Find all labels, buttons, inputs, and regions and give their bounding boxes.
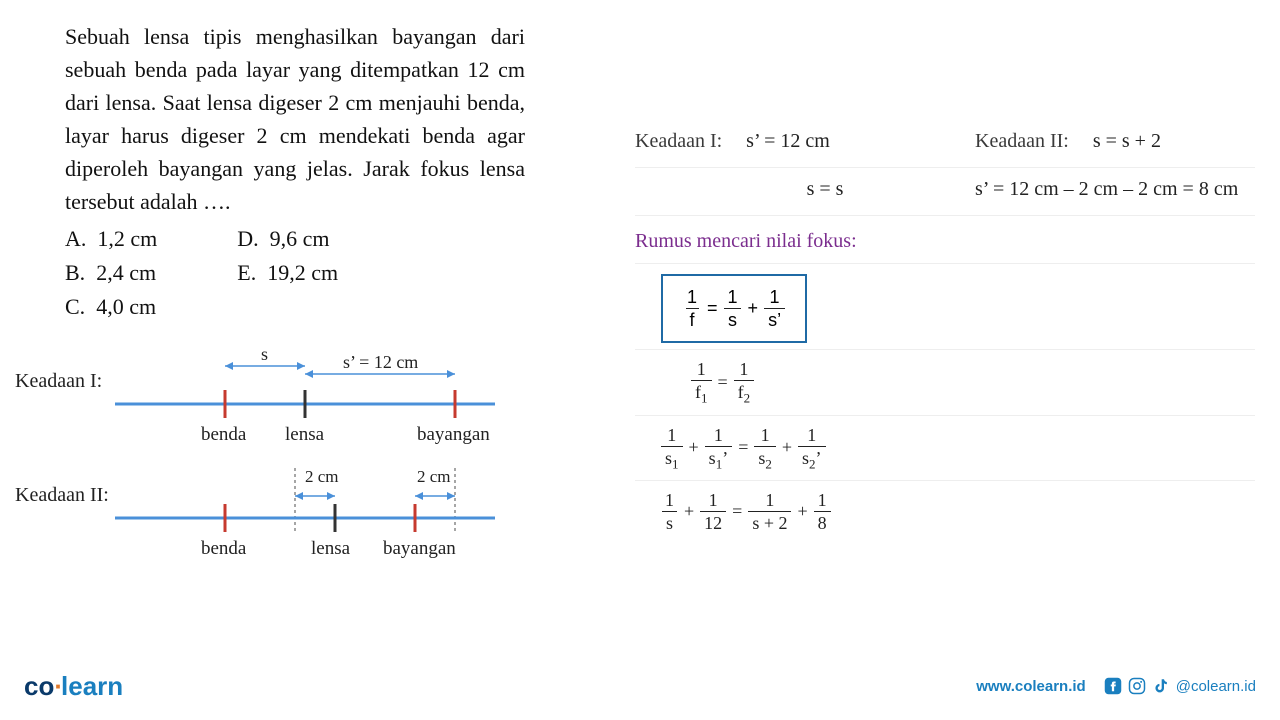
frac-1f: 1 f: [683, 288, 701, 329]
formula-box: 1 f = 1 s + 1 s’: [661, 274, 807, 343]
eq2-f1: 1 f1: [691, 360, 712, 405]
choice-a-value: 1,2 cm: [97, 226, 157, 251]
state-1-label: Keadaan I:: [15, 346, 115, 393]
row1-eq2: s = s + 2: [1093, 130, 1161, 153]
row1-eq1: s’ = 12 cm: [746, 130, 830, 153]
state-2-row: Keadaan II: 2 cm 2 cm: [65, 460, 595, 560]
choice-d: D. 9,6 cm: [237, 222, 338, 256]
eq2-f2: 1 f2: [734, 360, 755, 405]
social-handle: @colearn.id: [1176, 678, 1256, 695]
formula-row: 1 f = 1 s + 1 s’: [635, 264, 1255, 350]
row2-eq1: s = s: [807, 178, 844, 200]
answer-choices: A. 1,2 cm B. 2,4 cm C. 4,0 cm D. 9,6 cm …: [65, 222, 595, 324]
instagram-icon: [1128, 677, 1146, 695]
state-1-row: Keadaan I: s s’ = 12 cm: [65, 346, 595, 446]
solution-row-1: Keadaan I: s’ = 12 cm Keadaan II: s = s …: [635, 120, 1255, 168]
diagram2-bayangan: bayangan: [383, 538, 456, 559]
diagram-2: 2 cm 2 cm benda lensa bayangan: [115, 460, 515, 560]
diagram2-shift1: 2 cm: [305, 467, 339, 486]
problem-text: Sebuah lensa tipis menghasilkan bayang­a…: [65, 20, 525, 218]
op-eq: =: [707, 298, 718, 319]
state-2-label: Keadaan II:: [15, 460, 115, 507]
footer-right: www.colearn.id @colearn.id: [976, 677, 1256, 695]
choice-e: E. 19,2 cm: [237, 256, 338, 290]
choice-e-value: 19,2 cm: [267, 260, 338, 285]
page: Sebuah lensa tipis menghasilkan bayang­a…: [0, 0, 1280, 660]
row2-eq2: s’ = 12 cm – 2 cm – 2 cm = 8 cm: [975, 178, 1238, 200]
site-url: www.colearn.id: [976, 678, 1085, 695]
diagram2-shift2: 2 cm: [417, 467, 451, 486]
choice-c-value: 4,0 cm: [96, 294, 156, 319]
diagram2-lensa: lensa: [311, 538, 351, 559]
choice-b: B. 2,4 cm: [65, 256, 157, 290]
row1-label1: Keadaan I:: [635, 130, 722, 153]
frac-1sp: 1 s’: [764, 288, 785, 329]
choices-col-2: D. 9,6 cm E. 19,2 cm: [237, 222, 338, 324]
focus-formula-label: Rumus mencari nilai fokus:: [635, 216, 1255, 264]
left-column: Sebuah lensa tipis menghasilkan bayang­a…: [15, 20, 615, 660]
frac-1s: 1 s: [724, 288, 742, 329]
equation-4: 1 s + 1 12 = 1 s + 2 + 1 8: [635, 481, 1255, 542]
diagram-area: Keadaan I: s s’ = 12 cm: [65, 346, 595, 560]
op-plus: +: [748, 298, 759, 319]
diagram2-benda: benda: [201, 538, 247, 559]
choice-d-value: 9,6 cm: [270, 226, 330, 251]
diagram-1: s s’ = 12 cm benda lensa bayangan: [115, 346, 515, 446]
brand-logo: co·learn: [24, 671, 123, 702]
socials: @colearn.id: [1104, 677, 1256, 695]
choice-a: A. 1,2 cm: [65, 222, 157, 256]
choice-b-value: 2,4 cm: [96, 260, 156, 285]
brand-learn: learn: [61, 671, 123, 701]
row1-label2: Keadaan II:: [975, 130, 1069, 153]
diagram1-sprime-label: s’ = 12 cm: [343, 352, 418, 372]
facebook-icon: [1104, 677, 1122, 695]
footer: co·learn www.colearn.id @colearn.id: [0, 666, 1280, 706]
choice-c: C. 4,0 cm: [65, 290, 157, 324]
tiktok-icon: [1152, 677, 1170, 695]
equation-2: 1 f1 = 1 f2: [635, 350, 1255, 416]
diagram1-benda: benda: [201, 424, 247, 445]
diagram1-bayangan: bayangan: [417, 424, 490, 445]
brand-co: co: [24, 671, 54, 701]
choices-col-1: A. 1,2 cm B. 2,4 cm C. 4,0 cm: [65, 222, 157, 324]
brand-dot: ·: [54, 671, 61, 701]
solution-row-2: s = s s’ = 12 cm – 2 cm – 2 cm = 8 cm: [635, 168, 1255, 216]
equation-3: 1 s1 + 1 s1’ = 1 s2 + 1 s2’: [635, 416, 1255, 482]
diagram1-s-label: s: [261, 346, 268, 364]
right-column: Keadaan I: s’ = 12 cm Keadaan II: s = s …: [615, 20, 1255, 660]
diagram1-lensa: lensa: [285, 424, 325, 445]
